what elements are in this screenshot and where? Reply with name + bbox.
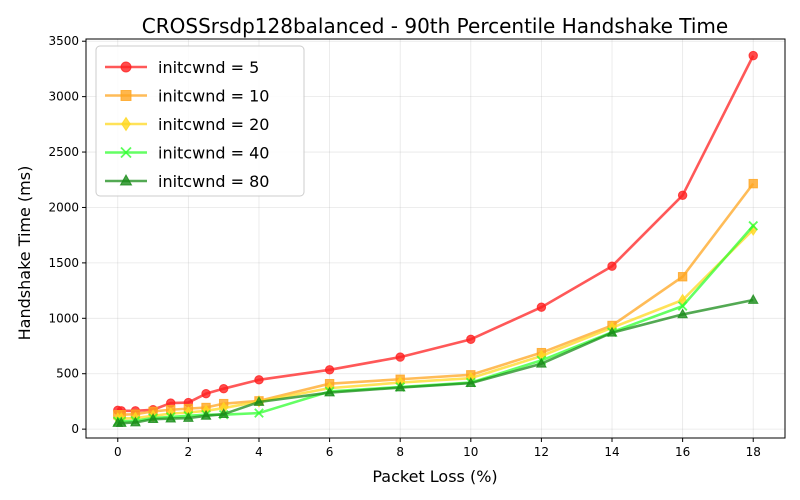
data-point xyxy=(201,388,211,399)
data-point xyxy=(748,50,758,61)
data-point xyxy=(466,334,476,345)
data-point xyxy=(536,302,547,312)
legend: initcwnd = 5 initcwnd = 10 initcwnd = 20 in… xyxy=(95,45,305,197)
data-point xyxy=(218,408,230,419)
data-point xyxy=(324,386,336,397)
legend-box xyxy=(95,45,305,197)
x-tick-label: 12 xyxy=(534,445,549,459)
legend-marker xyxy=(120,61,132,73)
series-line xyxy=(117,55,755,413)
marker-stroke xyxy=(748,220,759,231)
data-point xyxy=(395,352,405,362)
legend-label: initcwnd = 80 xyxy=(158,172,269,191)
legend-item-1: initcwnd = 5 xyxy=(105,58,259,77)
legend-label: initcwnd = 5 xyxy=(158,58,259,77)
data-point xyxy=(218,383,229,394)
y-tick-label: 3500 xyxy=(48,34,79,48)
data-point xyxy=(465,377,477,387)
data-point xyxy=(182,411,194,422)
data-point xyxy=(147,413,159,424)
series-group xyxy=(112,50,759,427)
legend-label: initcwnd = 10 xyxy=(158,87,269,106)
legend-label: initcwnd = 20 xyxy=(158,115,269,134)
x-tick-label: 16 xyxy=(675,445,690,459)
marker-stroke xyxy=(254,408,264,418)
marker-stroke xyxy=(677,301,688,311)
data-point xyxy=(677,301,688,311)
series-line xyxy=(117,182,755,417)
data-point xyxy=(677,308,689,319)
legend-marker xyxy=(121,116,131,132)
y-tick-label: 0 xyxy=(71,422,79,436)
marker-stroke xyxy=(120,146,132,159)
series-5 xyxy=(112,293,759,427)
data-point xyxy=(115,416,127,427)
data-point xyxy=(606,326,618,337)
x-tick-label: 10 xyxy=(463,445,478,459)
data-point xyxy=(677,272,688,282)
data-point xyxy=(200,409,212,420)
series-line xyxy=(117,224,755,423)
data-point xyxy=(394,381,406,392)
data-point xyxy=(165,412,177,423)
data-point xyxy=(254,408,264,418)
data-point xyxy=(324,365,335,375)
y-axis-ticks: 0 500 1000 1500 2000 2500 3000 3500 xyxy=(48,34,86,436)
x-tick-label: 4 xyxy=(255,445,263,459)
data-point xyxy=(253,395,265,406)
legend-marker xyxy=(119,173,133,186)
data-point xyxy=(535,357,547,368)
y-tick-label: 2500 xyxy=(48,145,79,159)
series-1 xyxy=(113,50,758,416)
y-tick-label: 1500 xyxy=(48,256,79,270)
series-line xyxy=(117,228,755,420)
data-point xyxy=(254,375,264,385)
x-tick-label: 6 xyxy=(326,445,334,459)
legend-marker xyxy=(120,90,132,101)
legend-label: initcwnd = 40 xyxy=(158,144,269,163)
x-tick-label: 0 xyxy=(114,445,122,459)
x-tick-label: 14 xyxy=(604,445,619,459)
data-point xyxy=(677,190,688,200)
y-tick-label: 3000 xyxy=(48,90,79,104)
x-axis-ticks: 0 2 4 6 8 10 12 14 16 18 xyxy=(114,438,761,459)
legend-item-3: initcwnd = 20 xyxy=(105,115,269,134)
x-tick-label: 18 xyxy=(746,445,761,459)
series-line xyxy=(117,298,754,425)
data-point xyxy=(748,178,758,189)
chart-title: CROSSrsdp128balanced - 90th Percentile H… xyxy=(142,14,728,38)
x-tick-label: 2 xyxy=(185,445,193,459)
y-tick-label: 1000 xyxy=(48,311,79,325)
y-tick-label: 500 xyxy=(56,367,79,381)
data-point xyxy=(129,416,141,427)
data-point xyxy=(748,220,759,231)
plot-frame xyxy=(85,38,786,439)
legend-item-4: initcwnd = 40 xyxy=(105,144,269,163)
data-point xyxy=(607,261,617,271)
legend-item-2: initcwnd = 10 xyxy=(105,87,269,106)
y-axis-label: Handshake Time (ms) xyxy=(15,166,34,341)
data-point xyxy=(747,293,759,304)
x-tick-label: 8 xyxy=(396,445,404,459)
legend-marker xyxy=(120,146,132,159)
x-axis-label: Packet Loss (%) xyxy=(372,467,497,486)
legend-item-5: initcwnd = 80 xyxy=(105,172,269,191)
y-tick-label: 2000 xyxy=(48,200,79,214)
